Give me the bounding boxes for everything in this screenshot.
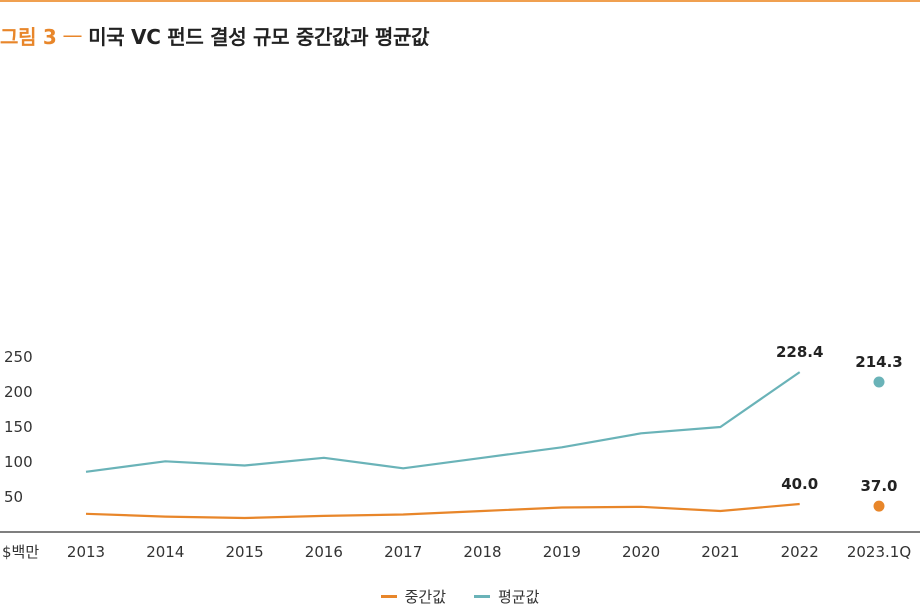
- x-tick-label: 2014: [146, 543, 184, 561]
- y-tick-label: 150: [4, 418, 33, 436]
- data-label: 214.3: [855, 353, 902, 371]
- chart-title: 그림 3 — 미국 VC 펀드 결성 규모 중간값과 평균값: [0, 20, 430, 50]
- legend-label-mean: 평균값: [498, 588, 540, 606]
- x-tick-label: 2015: [226, 543, 264, 561]
- top-rule: [0, 0, 920, 2]
- legend-swatch-mean: [474, 595, 490, 598]
- data-label: 40.0: [781, 475, 818, 493]
- legend-label-median: 중간값: [404, 588, 446, 606]
- data-label: 228.4: [776, 343, 823, 361]
- figure-label: 그림 3: [0, 24, 57, 49]
- series-line-mean: [85, 371, 801, 473]
- series-line-median: [85, 502, 800, 520]
- x-tick-label: 2016: [305, 543, 343, 561]
- x-tick-label: 2018: [463, 543, 501, 561]
- legend-item-mean: 평균값: [474, 586, 539, 607]
- x-tick-label: 2020: [622, 543, 660, 561]
- y-tick-label: 100: [4, 453, 33, 471]
- legend-item-median: 중간값: [380, 586, 446, 607]
- title-separator: —: [62, 23, 83, 47]
- y-tick-label: 200: [4, 383, 33, 401]
- x-tick-label: 2023.1Q: [847, 543, 911, 561]
- title-text: 미국 VC 펀드 결성 규모 중간값과 평균값: [88, 24, 430, 49]
- x-tick-label: 2013: [67, 543, 105, 561]
- x-tick-label: 2021: [701, 543, 739, 561]
- series-point-median: [873, 500, 885, 512]
- data-label: 37.0: [860, 477, 897, 495]
- y-tick-label: 50: [4, 488, 23, 506]
- x-tick-label: 2017: [384, 543, 422, 561]
- legend-swatch-median: [380, 595, 397, 598]
- y-tick-label: 250: [4, 348, 33, 366]
- x-tick-label: 2022: [781, 543, 819, 561]
- legend: 중간값 평균값: [0, 586, 920, 607]
- series-point-mean: [873, 376, 885, 388]
- y-axis-unit-label: $백만: [2, 543, 39, 561]
- x-tick-label: 2019: [543, 543, 581, 561]
